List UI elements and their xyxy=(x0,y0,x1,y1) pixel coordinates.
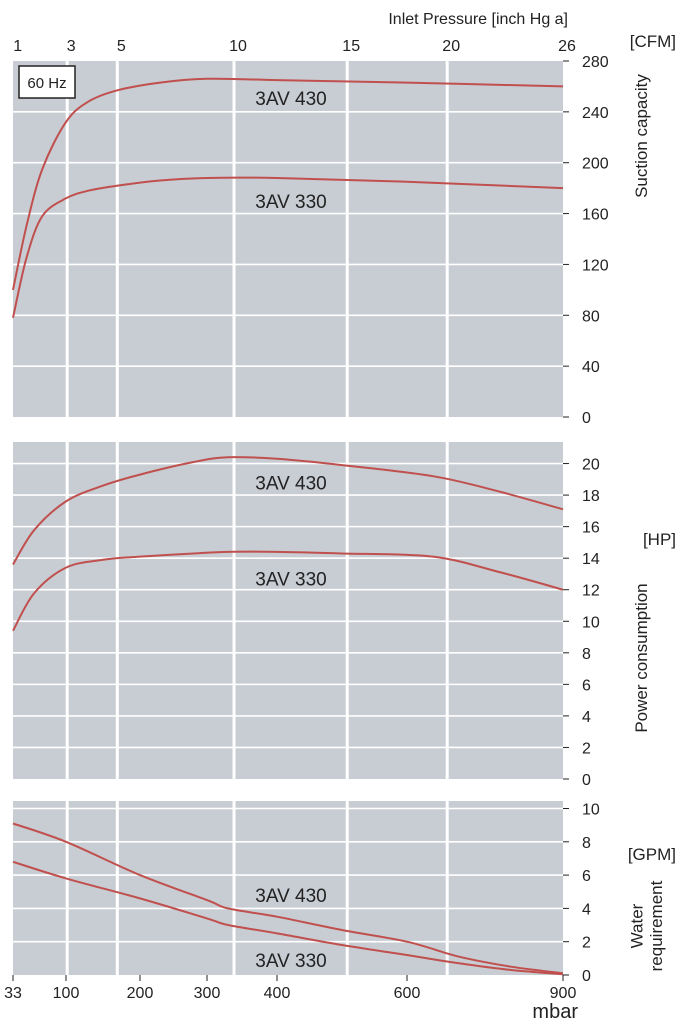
y-tick-label: 14 xyxy=(582,551,600,568)
y-tick-label: 4 xyxy=(582,709,591,726)
top-tick-label: 26 xyxy=(558,38,576,55)
y-tick-label: 240 xyxy=(582,105,609,122)
y-tick-label: 280 xyxy=(582,54,609,71)
x-tick-label: 900 xyxy=(550,985,577,1002)
top-tick-label: 1 xyxy=(13,38,22,55)
series-line-3av-430 xyxy=(12,822,564,975)
y-tick-label: 18 xyxy=(582,488,600,505)
bottom-axis-unit: mbar xyxy=(532,1001,578,1019)
y-tick-label: 40 xyxy=(582,359,600,376)
y-tick-label: 20 xyxy=(582,457,600,474)
x-tick-label: 100 xyxy=(53,985,80,1002)
y-tick-label: 0 xyxy=(582,410,591,427)
y-tick-label: 2 xyxy=(582,935,591,952)
top-axis-title: Inlet Pressure [inch Hg a] xyxy=(388,11,568,28)
top-tick-label: 3 xyxy=(67,38,76,55)
y-tick-label: 10 xyxy=(582,802,600,819)
plot-area xyxy=(13,61,563,417)
x-tick-label: 400 xyxy=(264,985,291,1002)
curve-label: 3AV 330 xyxy=(255,951,326,972)
y-tick-label: 160 xyxy=(582,207,609,224)
series-line-3av-430 xyxy=(12,77,564,291)
curve-label: 3AV 430 xyxy=(255,886,326,907)
y-tick-label: 80 xyxy=(582,308,600,325)
series-line-3av-330 xyxy=(12,550,564,632)
y-tick-label: 4 xyxy=(582,901,591,918)
y-axis-title: Suction capacity xyxy=(632,74,651,198)
bottom-axis-ticks: 33 100 200 300 400 600 900 xyxy=(4,975,576,1002)
y-tick-label: 8 xyxy=(582,835,591,852)
y-unit-label: [GPM] xyxy=(628,845,676,864)
y-tick-label: 6 xyxy=(582,677,591,694)
curve-label: 3AV 330 xyxy=(255,570,326,591)
y-tick-label: 0 xyxy=(582,772,591,789)
x-tick-label: 600 xyxy=(394,985,421,1002)
y-tick-label: 6 xyxy=(582,868,591,885)
y-tick-label: 8 xyxy=(582,646,591,663)
x-tick-label: 300 xyxy=(194,985,221,1002)
series-line-3av-330 xyxy=(12,176,564,319)
top-tick-label: 10 xyxy=(229,38,247,55)
y-tick-label: 200 xyxy=(582,156,609,173)
y-axis-title: Power consumption xyxy=(632,583,651,732)
frequency-badge-text: 60 Hz xyxy=(27,75,66,92)
top-tick-label: 15 xyxy=(342,38,360,55)
curve-label: 3AV 430 xyxy=(255,89,326,110)
y-tick-label: 16 xyxy=(582,520,600,537)
x-tick-label: 200 xyxy=(127,985,154,1002)
top-tick-label: 5 xyxy=(117,38,126,55)
curve-label: 3AV 330 xyxy=(255,192,326,213)
y-axis-title: Waterrequirement xyxy=(627,880,666,971)
plot-area xyxy=(13,442,563,779)
y-tick-label: 120 xyxy=(582,257,609,274)
curve-label: 3AV 430 xyxy=(255,473,326,494)
frequency-badge: 60 Hz xyxy=(18,65,76,99)
x-tick-label: 33 xyxy=(4,985,22,1002)
series-line-3av-330 xyxy=(12,860,564,976)
series-line-3av-430 xyxy=(12,456,564,566)
panel-2: 0 2 4 6 8 10 12 14 16 18 20 [HP] Power consumption xyxy=(12,442,676,789)
y-tick-label: 10 xyxy=(582,614,600,631)
y-unit-label: [HP] xyxy=(643,530,676,549)
y-unit-label: [CFM] xyxy=(630,32,676,51)
y-tick-label: 12 xyxy=(582,583,600,600)
y-tick-label: 2 xyxy=(582,740,591,757)
panel-3: 0 2 4 6 8 10 [GPM] Waterrequirement xyxy=(12,801,676,985)
top-tick-label: 20 xyxy=(442,38,460,55)
y-tick-label: 0 xyxy=(582,968,591,985)
top-axis-ticks: 1 3 5 10 15 20 26 xyxy=(13,38,576,55)
